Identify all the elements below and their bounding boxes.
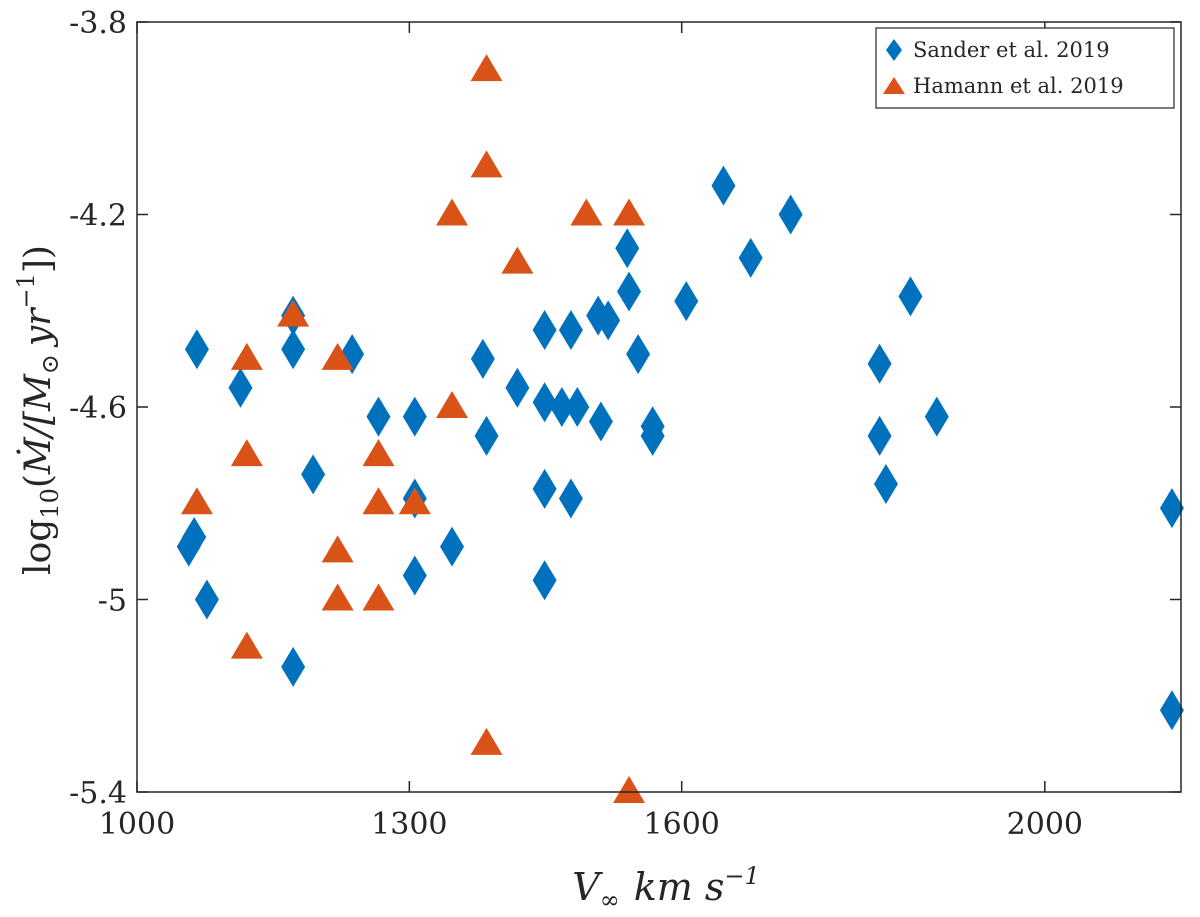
sander-diamond-point	[194, 579, 219, 620]
sander-diamond-point	[549, 387, 574, 427]
sander-diamond-point	[558, 310, 583, 350]
sander-diamond-point	[738, 237, 763, 278]
hamann-triangle-point	[180, 487, 213, 515]
hamann-triangle-point	[362, 583, 395, 611]
y-tick-label: -3.8	[69, 6, 127, 41]
x-tick-label: 1300	[371, 807, 447, 842]
y-tick-label: -5.4	[69, 776, 127, 811]
sander-diamond-point	[366, 396, 391, 437]
sander-diamond-point	[440, 526, 465, 567]
sander-diamond-point	[565, 387, 590, 427]
sander-diamond-point	[924, 396, 949, 437]
sander-diamond-point	[617, 271, 642, 312]
y-axis-ticks: -3.8 -4.2 -4.6 -5 -5.4	[69, 6, 1181, 811]
legend-diamond-icon	[886, 39, 902, 61]
plot-frame	[136, 21, 1182, 793]
hamann-triangle-point	[398, 487, 431, 515]
sander-diamond-point	[615, 228, 640, 269]
sander-diamond-point	[711, 165, 736, 206]
data-markers	[176, 54, 1184, 803]
sander-diamond-point	[505, 367, 530, 408]
sander-diamond-point	[778, 194, 803, 235]
hamann-triangle-point	[321, 535, 354, 563]
hamann-triangle-point	[230, 439, 263, 467]
sander-diamond-point	[532, 468, 557, 509]
x-tick-label: 1000	[99, 807, 175, 842]
sander-diamond-point	[626, 334, 651, 375]
sander-diamond-point	[1159, 488, 1184, 529]
sander-diamond-point	[228, 367, 253, 408]
hamann-triangle-point	[362, 439, 395, 467]
plot-area	[137, 22, 1181, 792]
x-axis-ticks: 1000 1300 1600 2000	[99, 22, 1083, 842]
y-tick-label: -4.6	[69, 391, 127, 426]
hamann-triangle-point	[613, 776, 646, 803]
sander-diamond-point	[474, 415, 499, 456]
x-tick-label: 2000	[1007, 807, 1083, 842]
legend-triangle-icon	[883, 77, 905, 94]
sander-diamond-point	[184, 329, 209, 370]
y-tick-label: -4.2	[69, 199, 127, 234]
hamann-triangle-point	[321, 342, 354, 370]
sander-diamond-point	[867, 415, 892, 456]
legend-marker-sander	[886, 39, 902, 61]
hamann-triangle-point	[362, 487, 395, 515]
sander-diamond-point	[640, 415, 665, 456]
legend: Sander et al. 2019 Hamann et al. 2019	[875, 27, 1175, 109]
hamann-triangle-point	[436, 391, 469, 418]
sander-diamond-point	[182, 516, 207, 557]
sander-diamond-point	[1159, 690, 1184, 731]
hamann-triangle-point	[570, 198, 603, 226]
hamann-triangle-point	[277, 299, 310, 327]
sander-diamond-point	[588, 401, 613, 442]
hamann-triangle-point	[501, 246, 534, 274]
sander-diamond-point	[532, 382, 557, 423]
sander-diamond-point	[898, 276, 923, 317]
hamann-triangle-point	[470, 54, 503, 82]
sander-diamond-point	[674, 281, 699, 322]
hamann-triangle-point	[470, 727, 503, 755]
sander-diamond-point	[532, 310, 557, 350]
sander-diamond-point	[558, 478, 583, 519]
hamann-triangle-point	[321, 583, 354, 611]
sander-diamond-point	[867, 343, 892, 384]
hamann-triangle-point	[230, 631, 263, 659]
sander-diamond-point	[532, 560, 557, 601]
y-axis-label: log10(Ṁ/[M⊙yr−1])	[12, 245, 64, 575]
hamann-triangle-point	[436, 198, 469, 226]
legend-box	[875, 27, 1175, 109]
sander-diamond-point	[301, 454, 326, 495]
sander-diamond-point	[281, 329, 306, 370]
x-tick-label: 1600	[644, 807, 720, 842]
hamann-triangle-point	[613, 198, 646, 226]
hamann-triangle-point	[470, 150, 503, 178]
sander-diamond-point	[596, 300, 621, 341]
sander-diamond-point	[470, 338, 495, 379]
legend-marker-hamann	[883, 77, 905, 94]
sander-diamond-point	[402, 396, 427, 437]
hamann-triangle-point	[230, 342, 263, 370]
legend-label-hamann: Hamann et al. 2019	[913, 74, 1124, 98]
x-axis-label: V∞ km s−1	[572, 862, 759, 914]
sander-diamond-point	[873, 464, 898, 504]
y-tick-label: -5	[98, 584, 127, 619]
sander-diamond-point	[281, 646, 306, 687]
legend-label-sander: Sander et al. 2019	[913, 38, 1110, 62]
sander-diamond-point	[402, 555, 427, 596]
